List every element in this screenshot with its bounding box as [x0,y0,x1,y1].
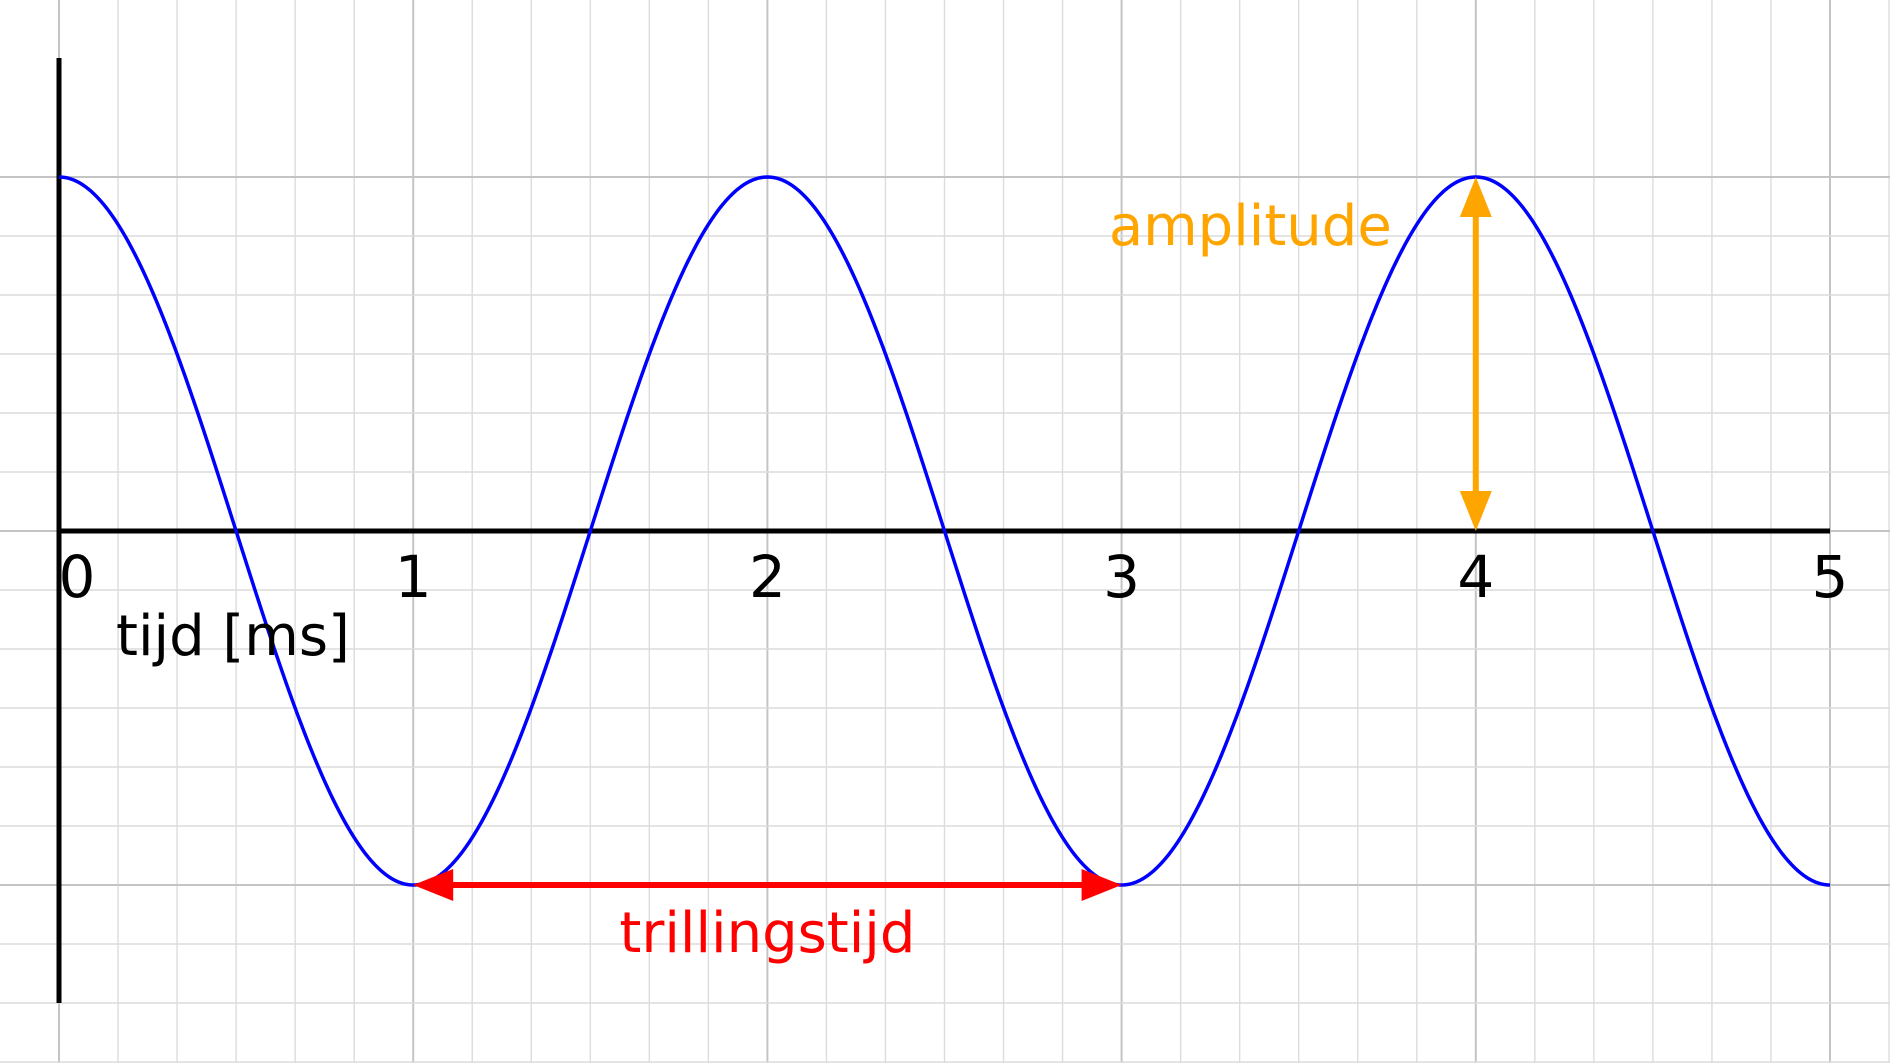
axis-labels: tijd [ms] 0 1 2 3 4 5 [59,543,1849,669]
x-tick-label: 2 [749,543,786,611]
amplitude-arrowhead-bottom [1459,491,1492,531]
trillingstijd-label: trillingstijd [619,901,915,966]
x-tick-label: 4 [1457,543,1494,611]
series-group [58,175,1831,887]
x-tick-label: 3 [1103,543,1140,611]
x-tick-label: 5 [1812,543,1849,611]
x-tick-label: 0 [59,543,96,611]
annotations: amplitude trillingstijd [413,177,1492,966]
trillingstijd-arrowhead-right [1081,869,1122,901]
x-tick-label: 1 [395,543,432,611]
x-axis-title: tijd [ms] [116,604,350,669]
amplitude-label: amplitude [1109,194,1392,259]
amplitude-arrowhead-top [1459,177,1492,217]
cosine-wave-line [58,175,1831,887]
trillingstijd-arrowhead-left [413,869,454,901]
